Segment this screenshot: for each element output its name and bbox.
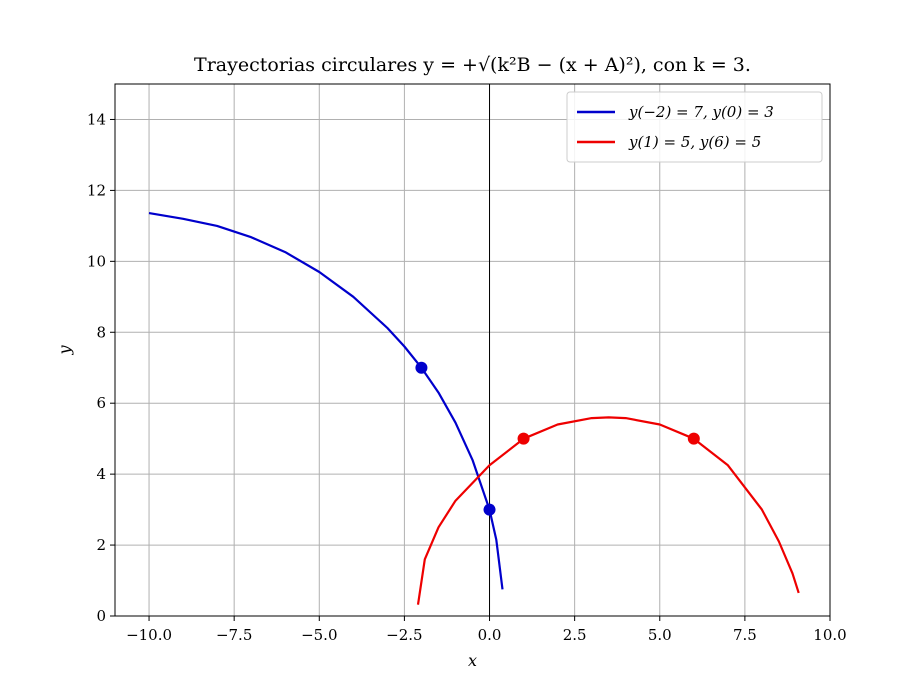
y-tick-label: 12 xyxy=(87,181,106,199)
y-axis-label: y xyxy=(55,345,74,356)
series-point-2 xyxy=(687,432,700,445)
x-tick-label: −5.0 xyxy=(301,626,337,644)
x-tick-label: 5.0 xyxy=(648,626,672,644)
x-tick-label: 10.0 xyxy=(813,626,846,644)
series-line-1 xyxy=(148,212,504,590)
legend-box xyxy=(566,91,823,163)
x-tick-label: 2.5 xyxy=(563,626,587,644)
x-axis-label: x xyxy=(468,651,477,670)
legend-label-1: y(−2) = 7, y(0) = 3 xyxy=(628,103,774,121)
x-tick-label: −10.0 xyxy=(126,626,172,644)
grid xyxy=(115,84,831,617)
series-line-2 xyxy=(416,416,800,605)
ticks: −10.0 −7.5 −5.0 −2.5 0.0 2.5 5.0 7.5 10.0 0 2 4 6 8 10… xyxy=(87,110,847,644)
x-tick-label: 0.0 xyxy=(478,626,502,644)
y-tick-label: 14 xyxy=(87,110,106,128)
y-tick-label: 8 xyxy=(96,323,106,341)
series-layer xyxy=(148,212,800,605)
series-point-1 xyxy=(483,503,496,516)
legend: y(−2) = 7, y(0) = 3 y(1) = 5, y(6) = 5 xyxy=(566,91,823,163)
chart-title: Trayectorias circulares y = +√(k²B − (x … xyxy=(194,54,751,76)
y-tick-label: 2 xyxy=(96,536,106,554)
x-tick-label: −7.5 xyxy=(216,626,252,644)
y-tick-label: 4 xyxy=(96,465,106,483)
series-point-2 xyxy=(517,432,530,445)
plot-frame xyxy=(114,83,831,617)
y-tick-label: 0 xyxy=(96,607,106,625)
series-point-1 xyxy=(415,361,428,374)
y-tick-label: 6 xyxy=(96,394,106,412)
x-tick-label: −2.5 xyxy=(386,626,422,644)
legend-label-2: y(1) = 5, y(6) = 5 xyxy=(628,133,761,151)
x-tick-label: 7.5 xyxy=(733,626,757,644)
y-tick-label: 10 xyxy=(87,252,106,270)
